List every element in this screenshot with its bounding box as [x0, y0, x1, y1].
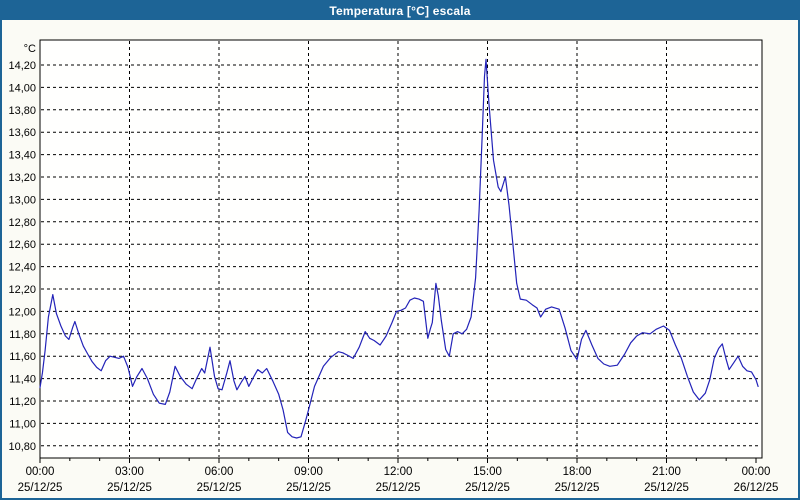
- y-tick-label: 10,80: [8, 441, 36, 453]
- x-tick-label-date: 25/12/25: [197, 482, 242, 494]
- y-tick-label: 14,20: [8, 60, 36, 72]
- y-tick-label: 12,60: [8, 239, 36, 251]
- x-tick-label-time: 03:00: [115, 466, 144, 478]
- chart-title-bar: Temperatura [°C] escala: [2, 2, 798, 20]
- x-tick-label-date: 25/12/25: [107, 482, 152, 494]
- x-tick-label-date: 26/12/25: [734, 482, 779, 494]
- chart-title: Temperatura [°C] escala: [329, 4, 471, 18]
- y-tick-label: 12,20: [8, 284, 36, 296]
- x-tick-label-date: 25/12/25: [376, 482, 421, 494]
- x-tick-label-date: 25/12/25: [644, 482, 689, 494]
- temperature-series-line: [39, 58, 759, 439]
- y-tick-label: 13,20: [8, 172, 36, 184]
- y-tick-label: 13,40: [8, 150, 36, 162]
- x-tick-label-date: 25/12/25: [286, 482, 331, 494]
- x-tick-label-time: 15:00: [473, 466, 502, 478]
- y-unit-label: °C: [24, 43, 36, 55]
- y-tick-label: 11,60: [9, 351, 36, 363]
- temperature-line-chart: 14,20 14,00 13,80 13,60 13,40 13,20 13,00 12,80…: [8, 39, 779, 494]
- y-tick-label: 14,00: [8, 82, 36, 94]
- y-tick-label: 11,00: [9, 418, 36, 430]
- y-tick-label: 13,00: [8, 194, 36, 206]
- x-tick-label-time: 12:00: [384, 466, 413, 478]
- y-tick-label: 12,00: [8, 306, 36, 318]
- x-tick-label-date: 25/12/25: [18, 482, 63, 494]
- y-tick-label: 13,80: [8, 105, 36, 117]
- x-tick-label-time: 09:00: [294, 466, 323, 478]
- y-tick-label: 11,40: [9, 374, 36, 386]
- y-tick-label: 11,20: [9, 396, 36, 408]
- x-tick-label-time: 18:00: [563, 466, 592, 478]
- y-tick-label: 11,80: [9, 329, 36, 341]
- x-tick-label-time: 06:00: [205, 466, 234, 478]
- plot-border: [39, 39, 763, 459]
- y-tick-label: 12,40: [8, 262, 36, 274]
- x-tick-label-date: 25/12/25: [465, 482, 510, 494]
- x-tick-label-time: 21:00: [652, 466, 681, 478]
- x-tick-label-time: 00:00: [742, 466, 771, 478]
- chart-plot-area: 14,20 14,00 13,80 13,60 13,40 13,20 13,00 12,80…: [2, 20, 798, 498]
- x-tick-label-time: 00:00: [26, 466, 55, 478]
- y-tick-label: 13,60: [8, 127, 36, 139]
- y-tick-label: 12,80: [8, 217, 36, 229]
- x-tick-label-date: 25/12/25: [555, 482, 600, 494]
